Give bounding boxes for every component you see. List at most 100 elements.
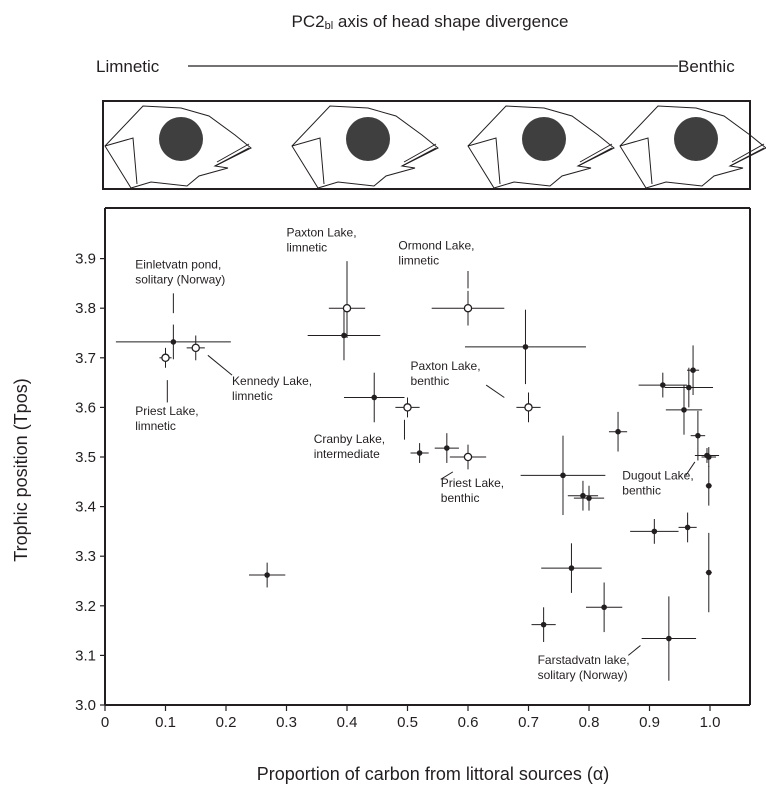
x-tick-label: 0.2 [216, 714, 237, 731]
data-point [573, 485, 605, 511]
open-marker [403, 403, 412, 412]
x-tick-label: 0.9 [639, 714, 660, 731]
annotation-label: Priest Lake, benthic [441, 476, 504, 505]
filled-marker [341, 332, 347, 339]
open-marker [161, 353, 170, 363]
filled-marker [686, 384, 692, 391]
jaw-line [577, 143, 613, 167]
data-point [516, 392, 541, 423]
filled-marker [690, 367, 696, 374]
fish-head-drawing [619, 105, 766, 189]
open-marker [191, 343, 200, 353]
data-point [343, 372, 405, 423]
filled-marker [615, 428, 621, 435]
x-tick-label: 0.7 [518, 714, 539, 731]
head-outlines [104, 105, 766, 189]
data-point [687, 345, 700, 395]
annotation: Priest Lake, benthic [440, 471, 504, 505]
y-tick-label: 3.1 [75, 647, 96, 664]
x-tick-label: 0.5 [397, 714, 418, 731]
data-point [701, 447, 717, 467]
data-point [541, 543, 602, 593]
data-point [630, 519, 679, 544]
annotation: Paxton Lake, benthic [411, 359, 505, 398]
open-marker [342, 303, 352, 313]
data-point [665, 385, 703, 435]
filled-marker [264, 572, 270, 578]
jaw-line [214, 143, 250, 167]
y-tick-label: 3.4 [75, 499, 96, 516]
data-point [705, 465, 712, 506]
x-tick-label: 0.4 [337, 714, 358, 731]
eye-icon [674, 117, 718, 161]
data-point [567, 480, 599, 511]
data-point [464, 309, 586, 385]
data-point [186, 335, 205, 361]
y-tick-label: 3.2 [75, 598, 96, 615]
y-tick-label: 3.8 [75, 300, 96, 317]
data-point [431, 290, 505, 326]
fish-head-drawing [467, 105, 615, 189]
data-point [531, 607, 556, 643]
x-tick-label: 0.6 [458, 714, 479, 731]
open-marker [463, 452, 473, 462]
annotation-label: Paxton Lake, benthic [411, 359, 481, 388]
filled-marker [705, 454, 712, 460]
annotation-leader [685, 461, 696, 476]
annotation: Farstadvatn lake, solitary (Norway) [538, 645, 641, 682]
annotation-leader [485, 384, 505, 398]
annotation: Kennedy Lake, limnetic [207, 354, 312, 403]
eye-icon [346, 117, 390, 161]
open-marker [463, 303, 473, 313]
data-point [395, 397, 420, 418]
annotation: Cranby Lake, intermediate [314, 419, 405, 461]
annotation-label: Einletvatn pond, solitary (Norway) [135, 258, 225, 287]
filled-marker [568, 565, 575, 571]
filled-marker [660, 382, 666, 388]
annotation-label: Ormond Lake, limnetic [398, 239, 474, 268]
annotation-label: Cranby Lake, intermediate [314, 432, 385, 461]
filled-marker [705, 482, 712, 489]
annotation-leader [207, 354, 233, 376]
data-point [449, 444, 487, 470]
data-point [638, 372, 688, 398]
filled-marker [666, 635, 672, 642]
operculum-line [291, 137, 325, 185]
filled-marker [371, 394, 378, 401]
x-tick-label: 0 [101, 714, 109, 731]
x-tick-label: 0.8 [579, 714, 600, 731]
annotation: Einletvatn pond, solitary (Norway) [135, 258, 225, 314]
filled-marker [560, 472, 566, 479]
data-point [248, 562, 286, 588]
annotation-leader [440, 471, 454, 480]
y-tick-label: 3.3 [75, 548, 96, 565]
data-point [690, 410, 706, 461]
data-point [307, 310, 381, 361]
y-tick-label: 3.0 [75, 697, 96, 714]
eye-icon [522, 117, 566, 161]
data-point [664, 367, 714, 408]
annotation: Ormond Lake, limnetic [398, 239, 474, 289]
head-shape-axis-title: PC2bl axis of head shape divergence [292, 12, 569, 32]
annotation: Dugout Lake, benthic [622, 461, 696, 497]
annotation-label: Farstadvatn lake, solitary (Norway) [538, 653, 630, 682]
data-point [678, 512, 697, 543]
filled-marker [170, 339, 177, 345]
y-tick-label: 3.6 [75, 399, 96, 416]
data-point [410, 443, 429, 463]
data-point [585, 582, 623, 633]
annotation-label: Dugout Lake, benthic [622, 468, 693, 497]
filled-marker [580, 492, 586, 499]
y-tick-label: 3.5 [75, 449, 96, 466]
filled-marker [695, 432, 701, 439]
eye-icon [159, 117, 203, 161]
open-marker [524, 403, 533, 412]
filled-marker [681, 407, 687, 413]
data-point [520, 435, 606, 516]
annotation-label: Kennedy Lake, limnetic [232, 374, 312, 403]
annotation: Paxton Lake, limnetic [287, 225, 357, 289]
x-axis-title: Proportion of carbon from littoral sourc… [257, 764, 610, 784]
data-point [115, 324, 231, 360]
data-point [434, 433, 459, 463]
limnetic-label: Limnetic [96, 57, 160, 76]
